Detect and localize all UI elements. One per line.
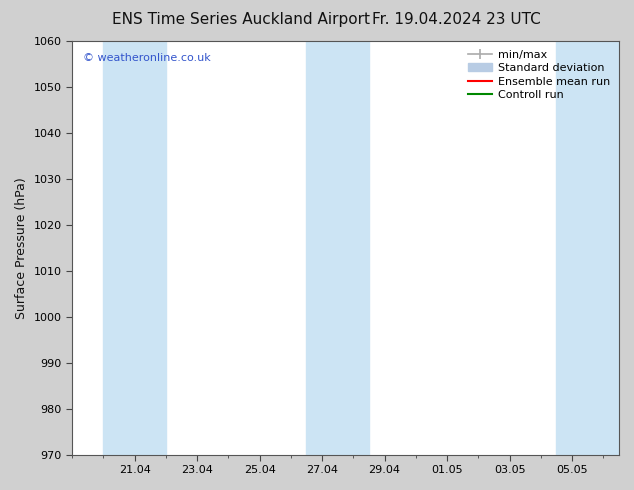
Bar (103, 41, 166, 455)
Bar (306, 41, 369, 455)
Y-axis label: Surface Pressure (hPa): Surface Pressure (hPa) (15, 177, 28, 318)
Bar (557, 41, 619, 455)
Text: Fr. 19.04.2024 23 UTC: Fr. 19.04.2024 23 UTC (372, 12, 541, 27)
Legend: min/max, Standard deviation, Ensemble mean run, Controll run: min/max, Standard deviation, Ensemble me… (465, 47, 614, 103)
Text: ENS Time Series Auckland Airport: ENS Time Series Auckland Airport (112, 12, 370, 27)
Text: © weatheronline.co.uk: © weatheronline.co.uk (83, 53, 210, 64)
